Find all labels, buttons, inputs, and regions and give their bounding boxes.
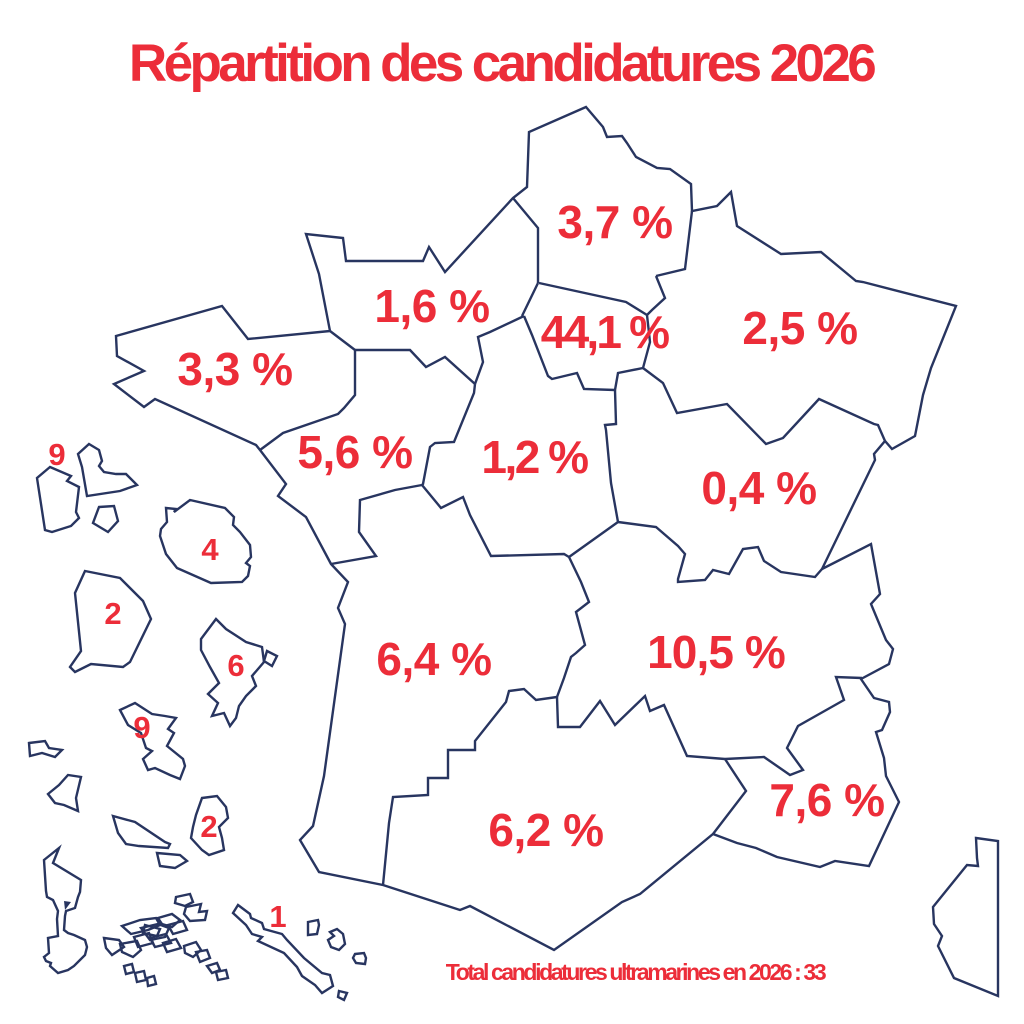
- svg-text:2,5 %: 2,5 %: [742, 302, 857, 354]
- svg-text:3,7 %: 3,7 %: [557, 196, 672, 248]
- svg-text:6,2 %: 6,2 %: [488, 804, 603, 856]
- svg-text:Répartition des candidatures 2: Répartition des candidatures 2026: [129, 34, 875, 93]
- svg-text:5,6 %: 5,6 %: [297, 426, 412, 478]
- svg-text:Total candidatures ultramarine: Total candidatures ultramarines en 2026 …: [446, 959, 826, 985]
- svg-text:6,4 %: 6,4 %: [376, 633, 491, 685]
- svg-text:1,2 %: 1,2 %: [481, 431, 588, 483]
- svg-text:3,3 %: 3,3 %: [177, 343, 292, 395]
- svg-text:44,1 %: 44,1 %: [541, 306, 669, 358]
- svg-text:9: 9: [133, 710, 150, 745]
- svg-text:6: 6: [227, 648, 244, 683]
- svg-text:1: 1: [269, 899, 286, 934]
- svg-text:1,6 %: 1,6 %: [374, 280, 489, 332]
- svg-text:7,6 %: 7,6 %: [769, 774, 884, 826]
- svg-text:10,5 %: 10,5 %: [647, 626, 785, 678]
- svg-text:2: 2: [200, 809, 217, 844]
- svg-text:9: 9: [48, 437, 65, 472]
- svg-text:0,4 %: 0,4 %: [701, 462, 816, 514]
- svg-text:4: 4: [201, 532, 219, 567]
- svg-text:2: 2: [104, 596, 121, 631]
